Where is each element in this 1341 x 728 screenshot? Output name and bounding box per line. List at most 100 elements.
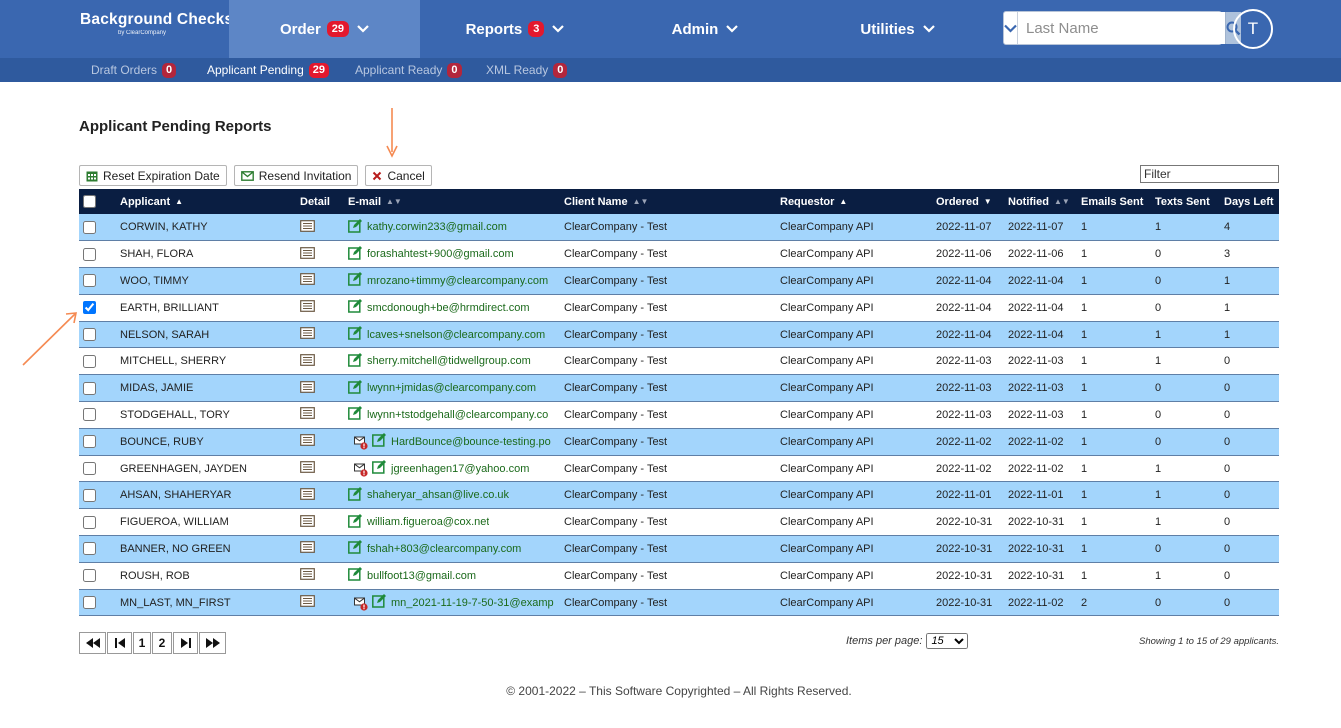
detail-cell[interactable] (300, 240, 348, 269)
resend-invitation-button[interactable]: Resend Invitation (233, 165, 359, 186)
row-checkbox[interactable] (83, 569, 96, 583)
header-notified[interactable]: Notified ▲▼ (1008, 189, 1081, 214)
edit-email-button[interactable] (372, 433, 387, 450)
row-checkbox[interactable] (83, 354, 96, 368)
table-row[interactable]: ROUSH, ROB bullfoot13@gmail.com ClearCompa… (79, 562, 1279, 590)
edit-email-button[interactable] (348, 406, 363, 423)
header-days-left[interactable]: Days Left (1224, 189, 1279, 214)
detail-cell[interactable] (300, 347, 348, 376)
row-checkbox[interactable] (83, 408, 96, 422)
search-type-dropdown[interactable] (1004, 12, 1018, 44)
header-requestor[interactable]: Requestor ▲ (780, 189, 936, 214)
table-row[interactable]: FIGUEROA, WILLIAM william.figueroa@cox.ne… (79, 508, 1279, 537)
header-applicant[interactable]: Applicant ▲ (120, 189, 300, 214)
edit-email-button[interactable] (348, 513, 363, 531)
subnav-draft-orders[interactable]: Draft Orders 0 (91, 58, 177, 82)
brand-logo[interactable]: Background Checks by ClearCompany (80, 11, 233, 36)
nav-admin[interactable]: Admin (610, 0, 800, 58)
cancel-button[interactable]: Cancel (365, 165, 432, 186)
row-checkbox[interactable] (83, 435, 96, 449)
detail-cell[interactable] (300, 294, 348, 322)
emails-sent: 2 (1081, 589, 1155, 617)
subnav-applicant-ready[interactable]: Applicant Ready 0 (355, 58, 462, 82)
detail-cell[interactable] (300, 214, 348, 242)
user-avatar[interactable]: T (1233, 9, 1273, 49)
table-row[interactable]: MIDAS, JAMIE lwynn+jmidas@clearcompany.co… (79, 374, 1279, 403)
row-checkbox[interactable] (83, 220, 96, 234)
next-page-button[interactable] (173, 632, 198, 654)
header-client-name[interactable]: Client Name ▲▼ (564, 189, 780, 214)
table-row[interactable]: BANNER, NO GREEN fshah+803@clearcompany.c… (79, 535, 1279, 563)
page-2-button[interactable]: 2 (152, 632, 172, 654)
days-left: 0 (1224, 535, 1279, 563)
header-ordered[interactable]: Ordered ▼ (936, 189, 1008, 214)
filter-input[interactable] (1140, 165, 1279, 183)
row-checkbox[interactable] (83, 328, 96, 342)
edit-email-icon (348, 513, 362, 528)
subnav-xml-ready[interactable]: XML Ready 0 (486, 58, 568, 82)
detail-cell[interactable] (300, 267, 348, 295)
table-row[interactable]: EARTH, BRILLIANT smcdonough+be@hrmdirect.… (79, 294, 1279, 322)
detail-cell[interactable] (300, 374, 348, 403)
table-row[interactable]: MN_LAST, MN_FIRST mn_2021-11-19-7-50-31@e… (79, 589, 1279, 617)
edit-email-button[interactable] (348, 218, 363, 236)
edit-email-button[interactable] (348, 299, 363, 316)
detail-cell[interactable] (300, 589, 348, 617)
items-per-page-select[interactable]: 15 (926, 633, 969, 649)
header-emails-sent[interactable]: Emails Sent (1081, 189, 1155, 214)
detail-cell[interactable] (300, 508, 348, 537)
subnav-applicant-pending[interactable]: Applicant Pending 29 (207, 58, 329, 82)
edit-email-button[interactable] (348, 486, 363, 504)
table-row[interactable]: MITCHELL, SHERRY sherry.mitchell@tidwellg… (79, 347, 1279, 376)
texts-sent: 0 (1155, 294, 1224, 322)
select-all-checkbox[interactable] (83, 195, 96, 208)
reset-expiration-date-button[interactable]: Reset Expiration Date (79, 165, 227, 186)
row-checkbox[interactable] (83, 247, 96, 261)
detail-cell[interactable] (300, 321, 348, 349)
page-1-button[interactable]: 1 (133, 632, 151, 654)
detail-cell[interactable] (300, 428, 348, 456)
row-checkbox[interactable] (83, 488, 96, 502)
table-row[interactable]: AHSAN, SHAHERYAR shaheryar_ahsan@live.co.… (79, 481, 1279, 510)
header-email[interactable]: E-mail ▲▼ (348, 189, 564, 214)
notified-date: 2022-11-03 (1008, 347, 1081, 376)
row-checkbox[interactable] (83, 542, 96, 556)
edit-email-button[interactable] (348, 540, 363, 557)
edit-email-button[interactable] (348, 245, 363, 263)
row-checkbox[interactable] (83, 381, 96, 395)
edit-email-button[interactable] (348, 326, 363, 343)
table-row[interactable]: CORWIN, KATHY kathy.corwin233@gmail.com Cl… (79, 214, 1279, 242)
table-row[interactable]: GREENHAGEN, JAYDEN jgreenhagen17@yahoo.co… (79, 455, 1279, 483)
row-checkbox[interactable] (83, 301, 96, 315)
table-row[interactable]: STODGEHALL, TORY lwynn+tstodgehall@clearc… (79, 401, 1279, 429)
edit-email-button[interactable] (348, 567, 363, 584)
detail-cell[interactable] (300, 535, 348, 563)
detail-cell[interactable] (300, 401, 348, 429)
row-checkbox[interactable] (83, 596, 96, 610)
edit-email-button[interactable] (348, 379, 363, 397)
edit-email-button[interactable] (372, 460, 387, 477)
row-checkbox[interactable] (83, 515, 96, 529)
edit-email-button[interactable] (348, 352, 363, 370)
edit-email-button[interactable] (348, 272, 363, 289)
table-row[interactable]: SHAH, FLORA forashahtest+900@gmail.com Cle… (79, 240, 1279, 269)
first-page-button[interactable] (79, 632, 106, 654)
detail-cell[interactable] (300, 481, 348, 510)
previous-page-button[interactable] (107, 632, 132, 654)
header-texts-sent[interactable]: Texts Sent (1155, 189, 1224, 214)
table-row[interactable]: NELSON, SARAH lcaves+snelson@clearcompany… (79, 321, 1279, 349)
row-checkbox[interactable] (83, 462, 96, 476)
nav-reports[interactable]: Reports 3 (420, 0, 610, 58)
table-row[interactable]: BOUNCE, RUBY HardBounce@bounce-testing.po… (79, 428, 1279, 456)
client-name: ClearCompany - Test (564, 428, 780, 456)
nav-utilities[interactable]: Utilities (800, 0, 995, 58)
detail-cell[interactable] (300, 562, 348, 590)
nav-order[interactable]: Order 29 (229, 0, 420, 58)
detail-cell[interactable] (300, 455, 348, 483)
search-input[interactable] (1018, 12, 1225, 44)
applicant-email: lwynn+tstodgehall@clearcompany.co (367, 408, 549, 421)
table-row[interactable]: WOO, TIMMY mrozano+timmy@clearcompany.com… (79, 267, 1279, 295)
edit-email-button[interactable] (372, 594, 387, 611)
row-checkbox[interactable] (83, 274, 96, 288)
last-page-button[interactable] (199, 632, 226, 654)
